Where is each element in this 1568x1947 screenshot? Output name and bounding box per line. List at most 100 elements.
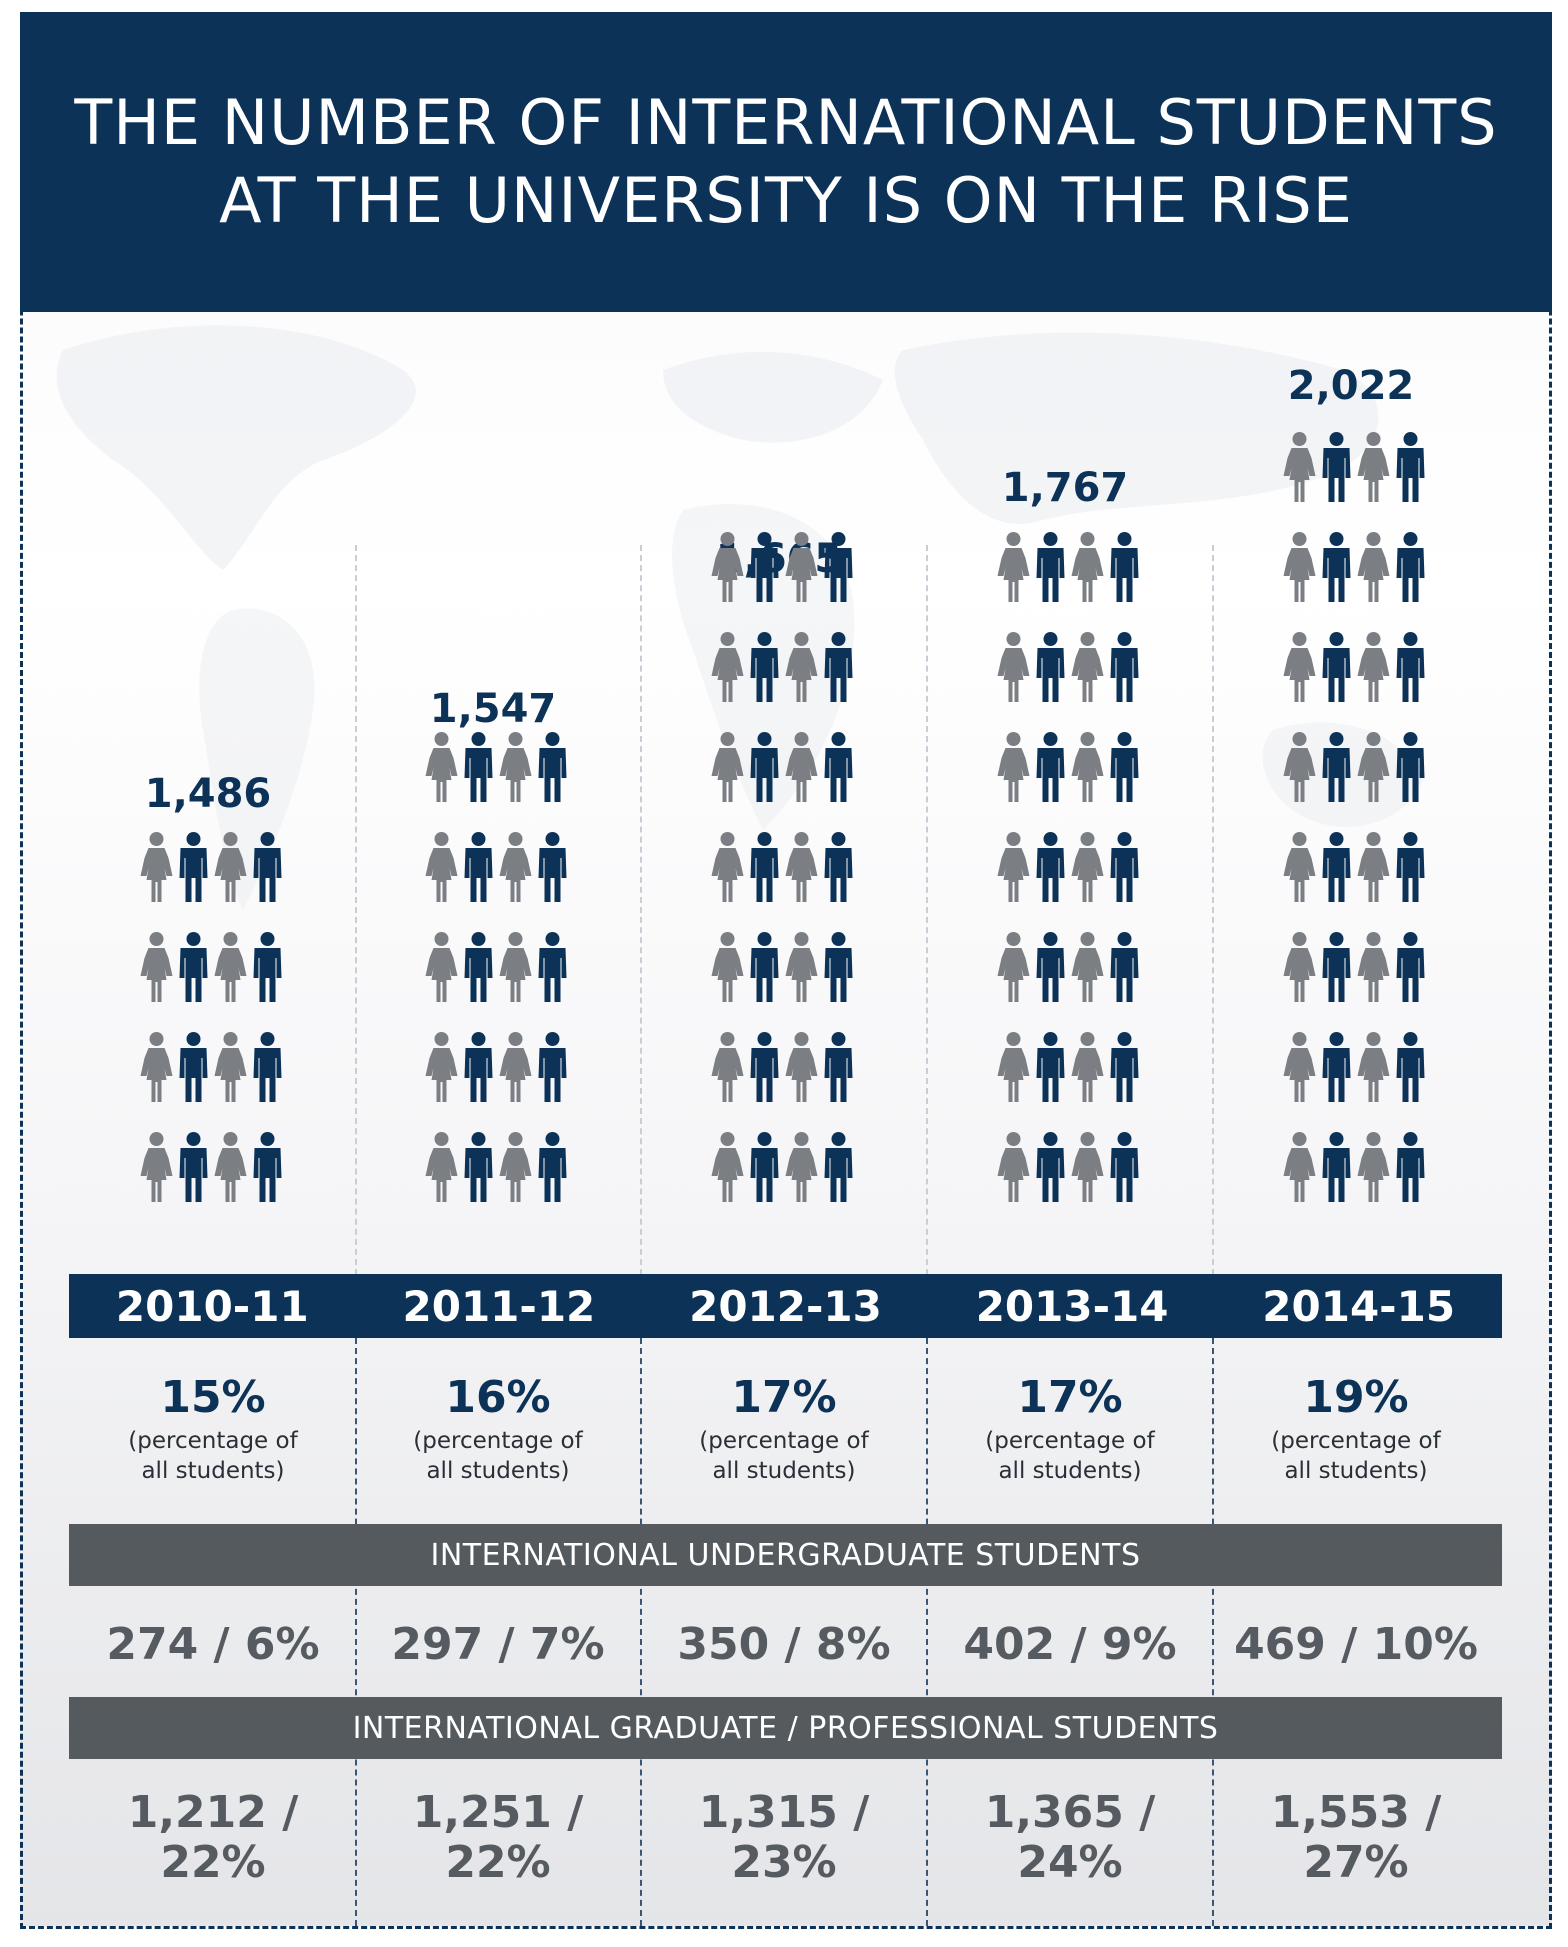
undergraduate-value: 297 / 7% [391, 1619, 605, 1670]
graduate-label: INTERNATIONAL GRADUATE / PROFESSIONAL ST… [352, 1710, 1219, 1746]
woman-icon [1283, 632, 1316, 702]
man-icon [179, 832, 208, 902]
woman-icon [1283, 932, 1316, 1002]
percentage-value: 17% [1017, 1372, 1123, 1423]
man-icon [179, 932, 208, 1002]
woman-icon [1357, 432, 1390, 502]
year-label: 2012-13 [689, 1281, 882, 1331]
graduate-value: 1,553 /27% [1270, 1787, 1442, 1888]
man-icon [1110, 932, 1139, 1002]
woman-icon [1283, 432, 1316, 502]
man-icon [824, 532, 853, 602]
column-separator [355, 1338, 357, 1926]
undergraduate-label: INTERNATIONAL UNDERGRADUATE STUDENTS [430, 1537, 1141, 1573]
man-icon [1036, 832, 1065, 902]
header-banner: THE NUMBER OF INTERNATIONAL STUDENTS AT … [20, 12, 1552, 312]
woman-icon [711, 932, 744, 1002]
man-icon [750, 532, 779, 602]
man-icon [824, 932, 853, 1002]
woman-icon [1283, 532, 1316, 602]
woman-icon [1283, 1132, 1316, 1202]
woman-icon [1071, 1132, 1104, 1202]
year-label: 2013-14 [975, 1281, 1169, 1331]
total-label: 1,486 [144, 771, 272, 817]
woman-icon [1283, 1032, 1316, 1102]
woman-icon [1283, 832, 1316, 902]
percentage-block: 17% (percentage of all students) [664, 1372, 904, 1486]
man-icon [1396, 1032, 1425, 1102]
total-label: 1,767 [1001, 465, 1129, 511]
percentage-value: 16% [445, 1372, 551, 1423]
percentage-note: (percentage of all students) [985, 1428, 1155, 1484]
woman-icon [214, 1132, 247, 1202]
woman-icon [785, 1132, 818, 1202]
man-icon [824, 632, 853, 702]
title-line-2: AT THE UNIVERSITY IS ON THE RISE [219, 164, 1353, 237]
woman-icon [214, 1032, 247, 1102]
woman-icon [785, 932, 818, 1002]
total-label: 2,022 [1287, 363, 1415, 409]
total-label: 1,547 [429, 686, 557, 732]
percentage-value: 19% [1303, 1372, 1409, 1423]
woman-icon [140, 1032, 173, 1102]
man-icon [538, 832, 567, 902]
undergraduate-value: 274 / 6% [106, 1619, 320, 1670]
man-icon [464, 1032, 493, 1102]
year-label: 2014-15 [1262, 1281, 1456, 1331]
woman-icon [997, 632, 1030, 702]
woman-icon [1283, 732, 1316, 802]
man-icon [1322, 432, 1351, 502]
woman-icon [425, 732, 458, 802]
woman-icon [1071, 532, 1104, 602]
percentage-note: (percentage of all students) [413, 1428, 583, 1484]
man-icon [824, 1132, 853, 1202]
percentage-block: 16% (percentage of all students) [378, 1372, 618, 1486]
man-icon [253, 1132, 282, 1202]
man-icon [750, 1132, 779, 1202]
undergraduate-value: 350 / 8% [677, 1619, 891, 1670]
man-icon [1036, 632, 1065, 702]
woman-icon [214, 832, 247, 902]
woman-icon [499, 732, 532, 802]
man-icon [1110, 1032, 1139, 1102]
man-icon [538, 1032, 567, 1102]
woman-icon [785, 732, 818, 802]
man-icon [1110, 832, 1139, 902]
woman-icon [997, 832, 1030, 902]
year-band: 2010-11 2011-12 2012-13 2013-14 2014-15 [69, 1274, 1502, 1338]
woman-icon [997, 932, 1030, 1002]
woman-icon [1071, 732, 1104, 802]
graduate-value: 1,365 /24% [984, 1787, 1156, 1888]
man-icon [1036, 1032, 1065, 1102]
graduate-band: INTERNATIONAL GRADUATE / PROFESSIONAL ST… [69, 1697, 1502, 1759]
undergraduate-value: 469 / 10% [1234, 1619, 1478, 1670]
woman-icon [1357, 632, 1390, 702]
man-icon [1396, 932, 1425, 1002]
undergraduate-value: 402 / 9% [963, 1619, 1177, 1670]
man-icon [253, 1032, 282, 1102]
woman-icon [785, 1032, 818, 1102]
woman-icon [1357, 1132, 1390, 1202]
percentage-note: (percentage of all students) [128, 1428, 298, 1484]
woman-icon [140, 832, 173, 902]
year-label: 2010-11 [115, 1281, 309, 1331]
woman-icon [997, 532, 1030, 602]
man-icon [1322, 932, 1351, 1002]
woman-icon [711, 532, 744, 602]
man-icon [464, 932, 493, 1002]
percentage-value: 15% [160, 1372, 266, 1423]
woman-icon [499, 932, 532, 1002]
man-icon [750, 732, 779, 802]
woman-icon [997, 1132, 1030, 1202]
column-separator [640, 545, 642, 1275]
percentage-value: 17% [731, 1372, 837, 1423]
column-separator [926, 545, 928, 1275]
man-icon [1110, 732, 1139, 802]
woman-icon [997, 732, 1030, 802]
man-icon [1110, 632, 1139, 702]
woman-icon [711, 832, 744, 902]
percentage-block: 15% (percentage of all students) [93, 1372, 333, 1486]
man-icon [1322, 832, 1351, 902]
column-separator [1212, 1338, 1214, 1926]
